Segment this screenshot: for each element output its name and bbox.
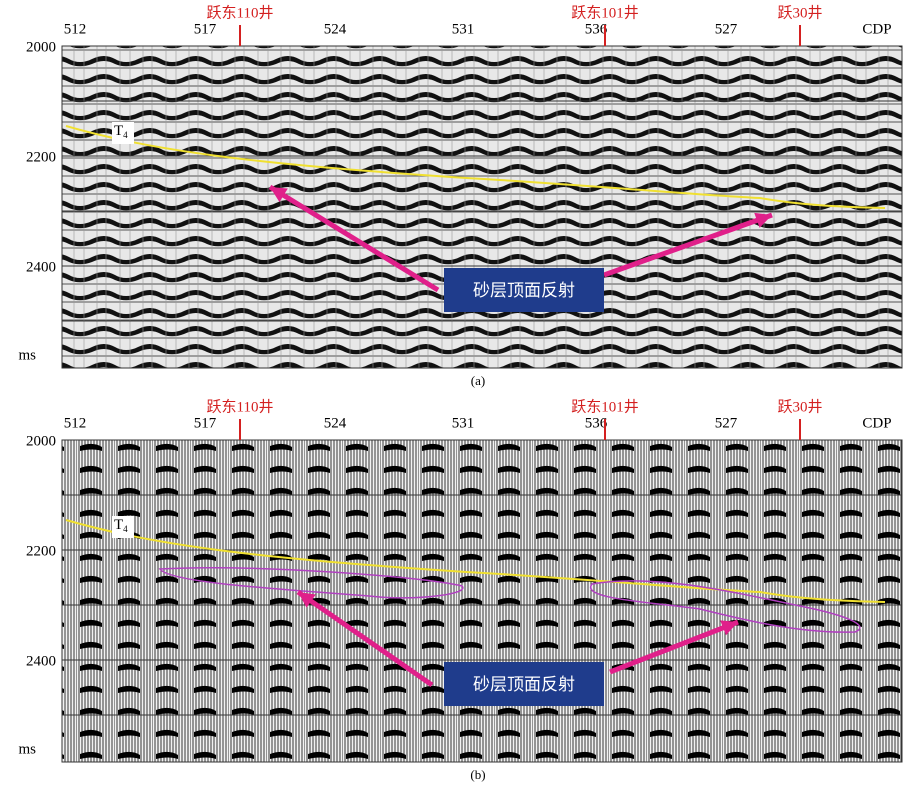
seismic-image (61, 439, 903, 763)
horizon-label-box (112, 122, 134, 144)
cdp-label: CDP (862, 21, 891, 37)
arrow-shaft (296, 589, 434, 688)
horizon-t4 (65, 125, 886, 209)
seismic-image (61, 45, 903, 369)
arrow-shaft (609, 619, 739, 675)
cdp-label: 524 (324, 415, 347, 431)
well-label: 跃东110井 (207, 398, 274, 415)
horizon-label: T4 (114, 123, 128, 140)
time-label: 2200 (26, 543, 56, 559)
annotation: 砂层顶面反射 (473, 675, 575, 695)
horizon-label-box (112, 516, 134, 538)
cdp-label: 512 (64, 415, 87, 431)
well-label: 跃东101井 (571, 4, 639, 21)
time-label: 2000 (26, 433, 56, 449)
arrow-head (754, 212, 772, 228)
panel-caption: (b) (470, 767, 485, 782)
arrow-shaft (268, 184, 440, 293)
cdp-label: 531 (452, 21, 475, 37)
arrow-head (270, 187, 288, 203)
cdp-label: 536 (585, 415, 608, 431)
well-label: 跃30井 (777, 398, 822, 415)
annotation: 砂层顶面反射 (473, 281, 575, 301)
cdp-label: 531 (452, 415, 475, 431)
well-label: 跃东101井 (571, 398, 639, 415)
cdp-label: 517 (194, 415, 217, 431)
horizon-letter: T (114, 123, 123, 139)
annotation-box (444, 268, 604, 312)
well-label: 跃东110井 (207, 4, 274, 21)
horizon-t4 (65, 519, 886, 603)
arrow-head (720, 620, 738, 636)
sand-outline (158, 567, 464, 599)
time-label: 2400 (26, 259, 56, 275)
annotation-box (444, 662, 604, 706)
well-label: 跃30井 (777, 4, 822, 21)
horizon-letter: T (114, 517, 123, 533)
time-label: 2000 (26, 39, 56, 55)
sand-outline (589, 580, 861, 633)
arrow-head (298, 592, 316, 608)
cdp-label: 536 (585, 21, 608, 37)
cdp-label: 524 (324, 21, 347, 37)
cdp-label: 512 (64, 21, 87, 37)
cdp-label: CDP (862, 415, 891, 431)
arrow-shaft (603, 212, 773, 278)
cdp-label: 527 (715, 415, 738, 431)
time-label: 2400 (26, 653, 56, 669)
horizon-subscript: 4 (123, 130, 128, 140)
time-label: 2200 (26, 149, 56, 165)
unit-label: ms (18, 741, 36, 757)
cdp-label: 527 (715, 21, 738, 37)
horizon-label: T4 (114, 517, 128, 534)
cdp-label: 517 (194, 21, 217, 37)
panel-caption: (a) (471, 373, 485, 388)
horizon-subscript: 4 (123, 524, 128, 534)
unit-label: ms (18, 347, 36, 363)
